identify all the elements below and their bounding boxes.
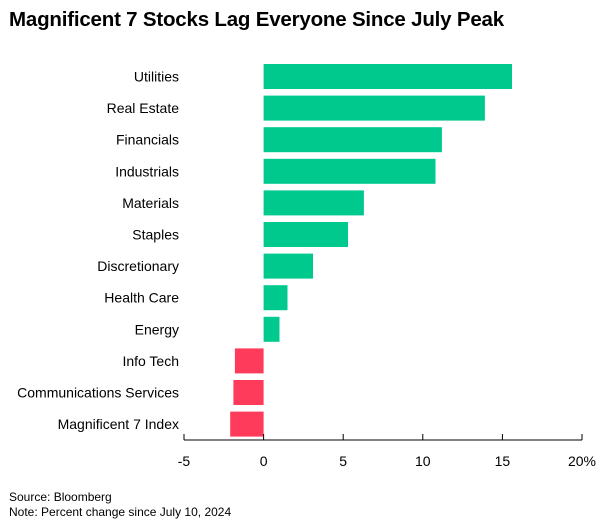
category-label: Industrials	[115, 163, 179, 179]
bar-staples	[263, 222, 348, 247]
bar-utilities	[263, 64, 512, 89]
bar-energy	[263, 316, 280, 342]
source-note: Source: Bloomberg	[9, 490, 112, 504]
bar-financials	[263, 127, 442, 153]
category-label: Staples	[132, 227, 179, 243]
x-tick-label: 5	[339, 453, 347, 469]
category-label: Communications Services	[17, 385, 179, 401]
footnote: Note: Percent change since July 10, 2024	[9, 505, 232, 519]
category-label: Health Care	[104, 290, 179, 306]
x-tick-label: 0	[260, 453, 268, 469]
category-label: Financials	[116, 132, 179, 148]
category-label: Materials	[122, 195, 179, 211]
bar-industrials	[263, 158, 436, 184]
x-tick-label: -5	[178, 453, 191, 469]
bar-real-estate	[263, 95, 485, 121]
x-tick-label: 20%	[568, 453, 596, 469]
category-label: Info Tech	[122, 353, 179, 369]
x-tick-label: 10	[415, 453, 431, 469]
category-label: Utilities	[134, 69, 179, 85]
category-label: Energy	[135, 321, 179, 337]
category-label: Discretionary	[97, 258, 179, 274]
bar-health-care	[263, 285, 288, 311]
bar-communications-services	[233, 380, 264, 405]
bar-discretionary	[263, 253, 313, 279]
category-label: Real Estate	[107, 100, 180, 116]
x-tick-label: 15	[495, 453, 511, 469]
category-label: Magnificent 7 Index	[58, 416, 179, 432]
bar-info-tech	[234, 348, 264, 374]
bar-materials	[263, 190, 364, 216]
bar-magnificent-7-index	[230, 411, 264, 437]
chart-title: Magnificent 7 Stocks Lag Everyone Since …	[9, 8, 504, 31]
